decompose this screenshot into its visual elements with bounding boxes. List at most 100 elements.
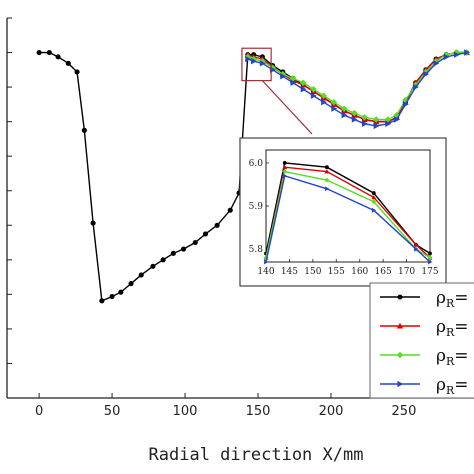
main-data-point	[214, 222, 220, 228]
main-data-point	[227, 207, 233, 213]
main-data-point	[202, 231, 209, 237]
inset-plot: 140 145 150 155 160 165 170 175 5.8 5.9 6.0	[239, 137, 447, 287]
inset-series-4	[264, 173, 433, 265]
main-data-point	[402, 101, 409, 108]
legend-label: ρR=	[436, 375, 469, 397]
inset-x-tick-label: 175	[421, 267, 438, 277]
inset-y-tick-label: 5.8	[249, 245, 264, 255]
main-data-point	[259, 57, 266, 65]
main-data-point	[170, 250, 176, 256]
inset-data-point	[428, 251, 432, 256]
main-data-point	[36, 49, 42, 56]
main-data-point	[433, 60, 440, 67]
main-data-point	[373, 122, 380, 130]
main-data-point	[373, 116, 380, 123]
legend-label: ρR=	[436, 288, 469, 310]
inset-x-tick-label: 155	[328, 267, 345, 277]
legend-marker	[396, 351, 404, 359]
inset-data-point	[324, 169, 330, 174]
inset-data-point	[282, 164, 288, 170]
main-data-point	[385, 120, 392, 127]
main-data-point	[361, 120, 368, 127]
legend-marker	[397, 380, 404, 388]
inset-data-point	[371, 199, 377, 205]
main-data-point	[55, 54, 61, 60]
x-tick-label: 250	[392, 404, 417, 419]
inset-series-line-2	[265, 166, 431, 259]
main-data-point	[138, 272, 144, 278]
x-tick-label: 50	[104, 404, 121, 419]
inset-y-tick-label: 6.0	[249, 159, 264, 169]
inset-data-point	[414, 246, 419, 252]
inset-data-point	[413, 242, 419, 247]
main-data-point	[46, 49, 52, 56]
main-data-point	[321, 99, 327, 106]
main-data-point	[464, 49, 470, 56]
main-data-point	[394, 116, 400, 123]
main-data-point	[289, 75, 297, 82]
main-data-point	[244, 53, 251, 61]
main-series-4	[245, 49, 470, 130]
inset-data-point	[324, 186, 330, 192]
main-data-point	[412, 81, 419, 89]
main-data-point	[384, 116, 392, 123]
inset-data-point	[324, 165, 329, 170]
main-data-point	[150, 263, 156, 269]
main-data-point	[192, 239, 198, 246]
inset-data-point	[282, 161, 287, 165]
legend-marker	[397, 294, 403, 300]
main-data-point	[340, 105, 348, 112]
inset-x-tick-label: 165	[375, 267, 392, 277]
legend-entry-4: ρR=	[380, 375, 469, 397]
main-data-point	[443, 53, 450, 61]
inset-frame	[239, 137, 447, 287]
legend-label: ρR=	[436, 346, 469, 368]
main-data-point	[300, 86, 307, 93]
main-data-point	[351, 109, 358, 117]
main-data-point	[181, 246, 187, 252]
inset-series-line-4	[265, 174, 431, 263]
main-data-point	[331, 105, 338, 112]
inset-data-point	[282, 169, 288, 174]
main-series-3	[244, 49, 470, 123]
main-data-point	[245, 55, 251, 63]
main-data-point	[128, 281, 134, 287]
legend-entry-1: ρR=	[380, 288, 469, 310]
zoom-connector	[261, 80, 313, 135]
main-data-point	[81, 127, 87, 133]
main-data-point	[251, 57, 257, 65]
main-data-point	[90, 220, 96, 226]
inset-data-point	[264, 259, 269, 265]
x-tick-label: 200	[319, 404, 344, 419]
main-data-point	[300, 79, 307, 86]
inset-x-tick-label: 140	[257, 267, 274, 277]
main-data-point	[160, 257, 166, 263]
inset-data-point	[371, 194, 377, 200]
main-data-point	[259, 60, 266, 67]
legend-entry-3: ρR=	[380, 346, 469, 368]
x-tick-label: 0	[35, 404, 43, 419]
main-data-point	[109, 293, 115, 300]
inset-data-point	[428, 259, 433, 265]
main-data-point	[341, 111, 348, 119]
inset-data-point	[282, 173, 288, 179]
zoom-box	[241, 47, 272, 82]
main-data-point	[290, 79, 297, 86]
main-data-point	[413, 83, 419, 91]
legend-box	[369, 282, 474, 399]
main-data-point	[280, 73, 287, 80]
main-data-point	[330, 99, 338, 106]
main-data-point	[65, 60, 71, 66]
inset-x-tick-label: 170	[398, 267, 415, 277]
inset-x-tick-label: 150	[304, 267, 321, 277]
main-data-point	[74, 69, 80, 75]
main-data-point	[423, 70, 430, 78]
legend-marker	[396, 322, 404, 329]
main-data-point	[118, 289, 124, 295]
inset-data-point	[371, 191, 376, 195]
x-tick-label: 150	[246, 404, 271, 419]
main-data-point	[453, 51, 460, 58]
main-data-point	[351, 116, 358, 123]
inset-x-tick-label: 160	[351, 267, 368, 277]
